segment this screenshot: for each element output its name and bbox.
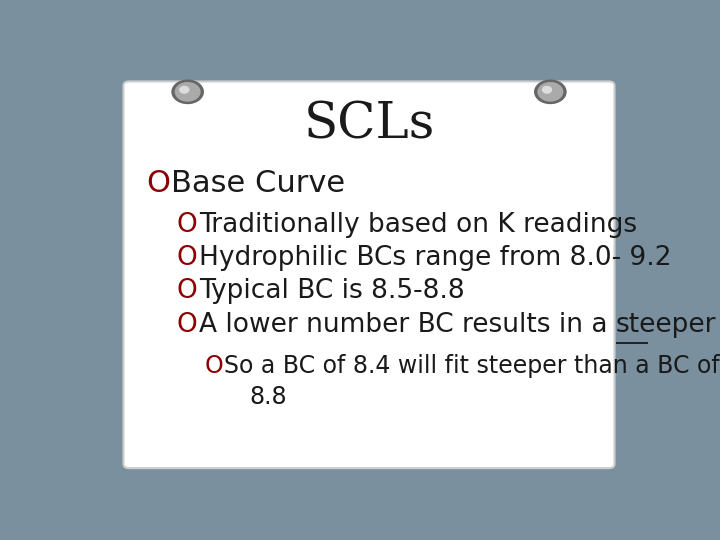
Text: O: O <box>176 279 197 305</box>
Text: So a BC of 8.4 will fit steeper than a BC of: So a BC of 8.4 will fit steeper than a B… <box>224 354 720 378</box>
Text: O: O <box>204 354 223 378</box>
Text: O: O <box>145 169 170 198</box>
Circle shape <box>176 83 200 101</box>
Text: Traditionally based on K readings: Traditionally based on K readings <box>199 212 637 238</box>
Text: steeper: steeper <box>616 312 716 338</box>
Text: 8.8: 8.8 <box>249 386 287 409</box>
Text: Typical BC is 8.5-8.8: Typical BC is 8.5-8.8 <box>199 279 464 305</box>
Text: Base Curve: Base Curve <box>171 169 345 198</box>
FancyBboxPatch shape <box>124 82 615 468</box>
Circle shape <box>535 80 566 104</box>
Circle shape <box>180 86 189 93</box>
Text: SCLs: SCLs <box>303 100 435 150</box>
Text: O: O <box>176 212 197 238</box>
Circle shape <box>538 83 562 101</box>
Text: A lower number BC results in a: A lower number BC results in a <box>199 312 616 338</box>
Text: O: O <box>176 245 197 271</box>
Text: Hydrophilic BCs range from 8.0- 9.2: Hydrophilic BCs range from 8.0- 9.2 <box>199 245 671 271</box>
Text: O: O <box>176 312 197 338</box>
Circle shape <box>543 86 552 93</box>
Circle shape <box>172 80 203 104</box>
Text: fit: fit <box>716 312 720 338</box>
